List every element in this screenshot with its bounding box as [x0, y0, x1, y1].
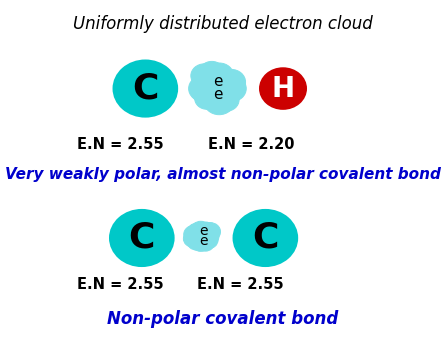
Text: E.N = 2.55: E.N = 2.55 — [77, 277, 164, 292]
Text: e: e — [213, 74, 223, 89]
Text: E.N = 2.55: E.N = 2.55 — [197, 277, 284, 292]
Circle shape — [192, 81, 220, 105]
Circle shape — [204, 87, 235, 115]
Text: H: H — [272, 75, 294, 103]
Circle shape — [114, 61, 177, 117]
Circle shape — [234, 210, 297, 266]
Circle shape — [213, 69, 235, 90]
Circle shape — [199, 61, 224, 84]
Circle shape — [198, 222, 213, 235]
Text: Very weakly polar, almost non-polar covalent bond: Very weakly polar, almost non-polar cova… — [5, 167, 441, 182]
Text: Non-polar covalent bond: Non-polar covalent bond — [107, 310, 339, 328]
Circle shape — [189, 75, 219, 102]
Circle shape — [199, 222, 220, 241]
Circle shape — [188, 223, 206, 240]
Text: e: e — [199, 224, 208, 238]
Circle shape — [193, 73, 218, 96]
Circle shape — [191, 227, 212, 246]
Text: C: C — [132, 72, 158, 105]
Circle shape — [184, 225, 204, 243]
Circle shape — [195, 88, 219, 109]
Circle shape — [197, 236, 214, 251]
Circle shape — [187, 234, 206, 250]
Text: C: C — [128, 221, 155, 255]
Circle shape — [213, 88, 239, 111]
Circle shape — [191, 64, 218, 88]
Circle shape — [198, 227, 219, 245]
Text: Uniformly distributed electron cloud: Uniformly distributed electron cloud — [73, 15, 373, 33]
Text: E.N = 2.20: E.N = 2.20 — [208, 137, 294, 152]
Text: C: C — [252, 221, 279, 255]
Circle shape — [260, 68, 306, 109]
Circle shape — [183, 230, 202, 247]
Circle shape — [191, 221, 211, 238]
Circle shape — [217, 76, 246, 102]
Text: e: e — [199, 234, 208, 248]
Circle shape — [215, 82, 240, 105]
Circle shape — [217, 69, 246, 95]
Circle shape — [199, 85, 228, 110]
Text: e: e — [213, 87, 223, 102]
Circle shape — [191, 234, 211, 251]
Circle shape — [110, 210, 173, 266]
Circle shape — [198, 232, 218, 249]
Text: E.N = 2.55: E.N = 2.55 — [77, 137, 164, 152]
Circle shape — [205, 63, 234, 88]
Circle shape — [199, 74, 232, 103]
